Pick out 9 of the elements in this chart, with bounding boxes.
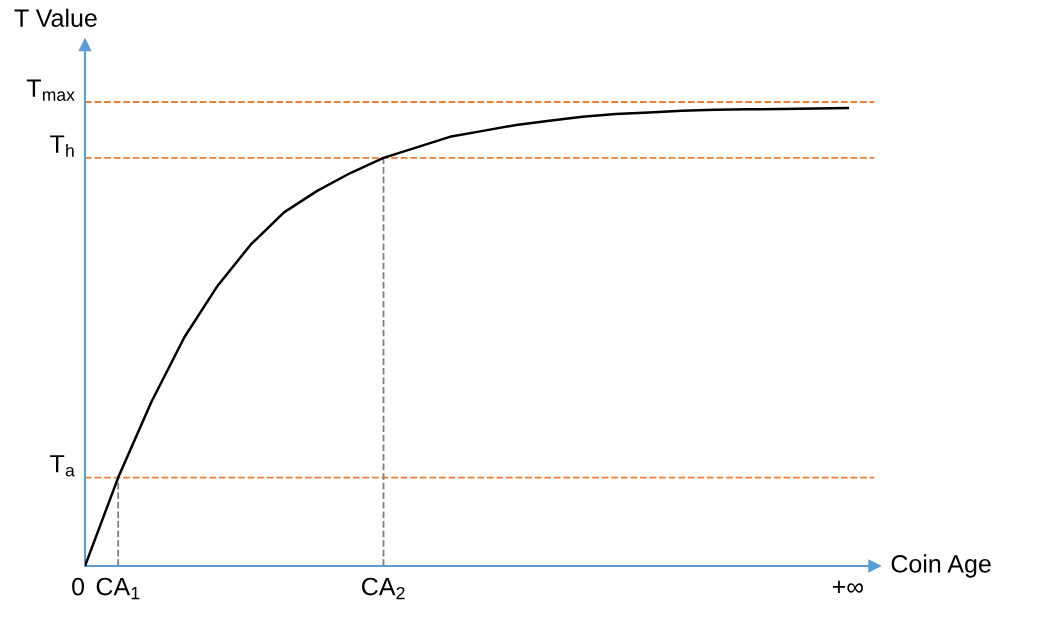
ref-line-label: T$_{a}$	[50, 455, 75, 477]
x-axis-title: Coin Age	[891, 554, 991, 578]
x-tick-label: CA$_{1}$	[96, 577, 140, 600]
ref-line-label: T$_{h}$	[50, 135, 74, 157]
ref-line-label: T$_{max}$	[26, 79, 75, 101]
y-axis-title: T Value	[14, 8, 97, 27]
x-tick-label: CA$_{2}$	[362, 577, 405, 600]
x-tick-label: 0	[72, 577, 85, 596]
x-tick-label: +∞	[832, 580, 863, 594]
